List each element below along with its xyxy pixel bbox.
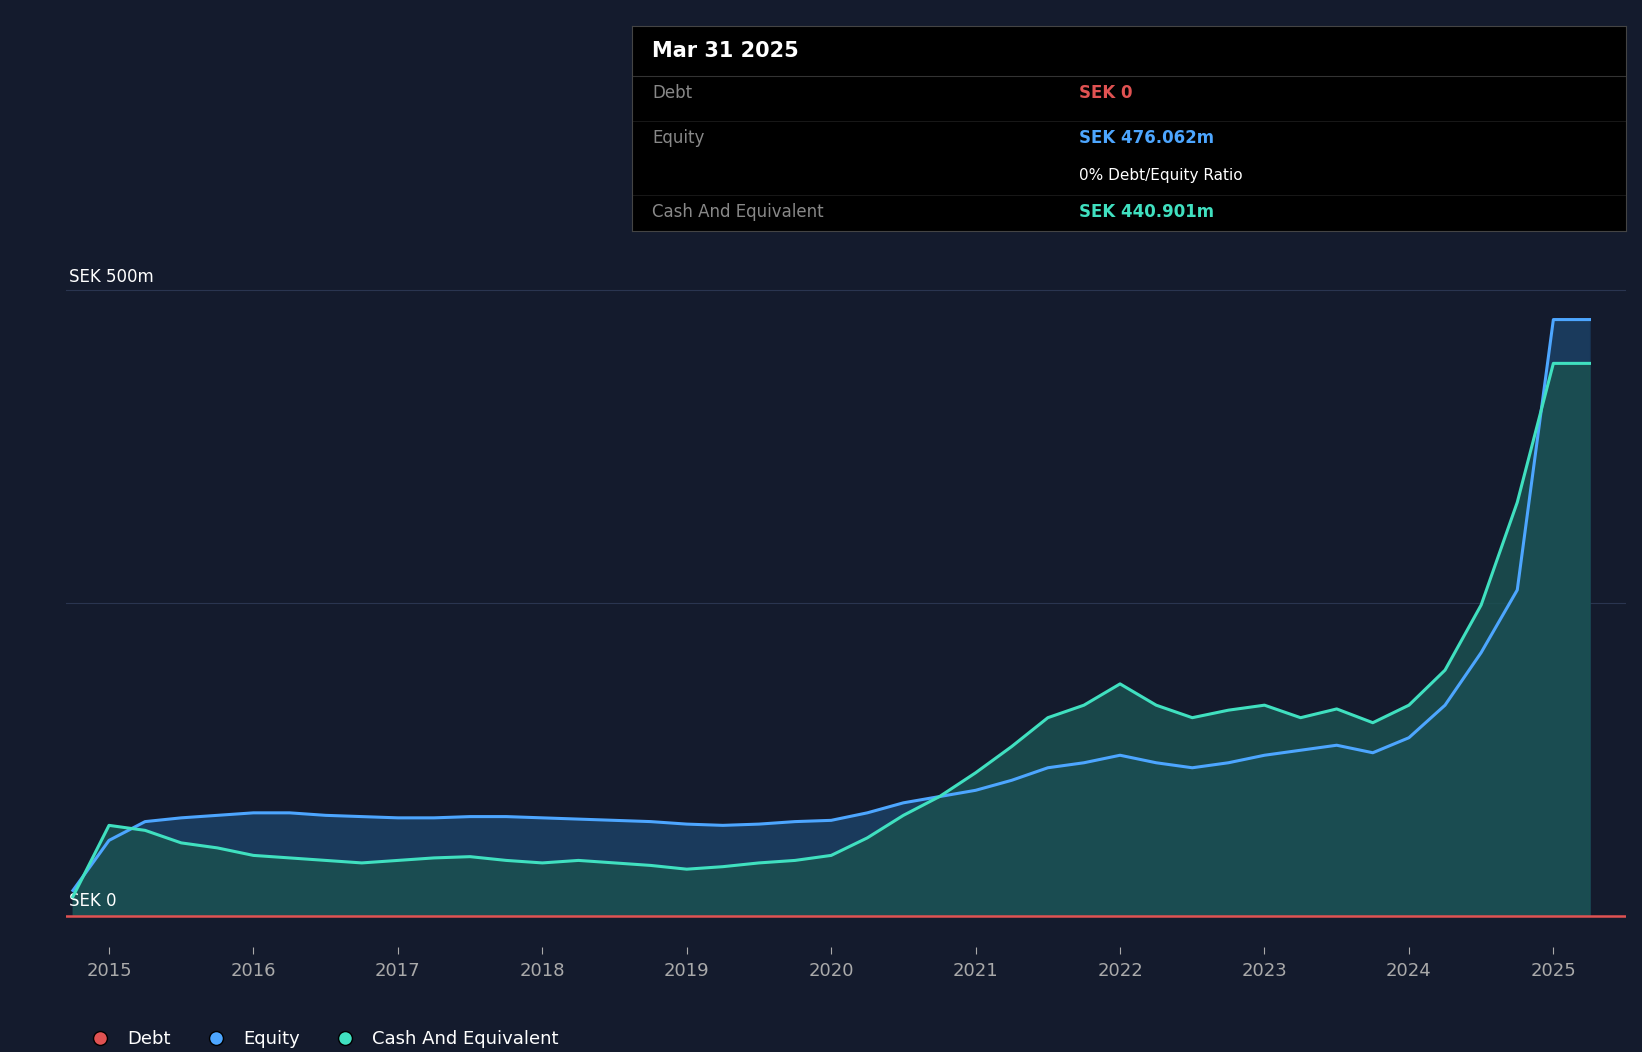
Text: SEK 440.901m: SEK 440.901m [1079,203,1215,221]
Text: Mar 31 2025: Mar 31 2025 [652,41,798,61]
Text: SEK 0: SEK 0 [69,892,117,910]
Text: Equity: Equity [652,128,704,147]
Legend: Debt, Equity, Cash And Equivalent: Debt, Equity, Cash And Equivalent [74,1023,565,1052]
Text: SEK 500m: SEK 500m [69,268,153,286]
Text: Cash And Equivalent: Cash And Equivalent [652,203,824,221]
Text: SEK 0: SEK 0 [1079,84,1133,102]
Text: Debt: Debt [652,84,693,102]
Text: SEK 476.062m: SEK 476.062m [1079,128,1215,147]
Text: 0% Debt/Equity Ratio: 0% Debt/Equity Ratio [1079,168,1243,183]
